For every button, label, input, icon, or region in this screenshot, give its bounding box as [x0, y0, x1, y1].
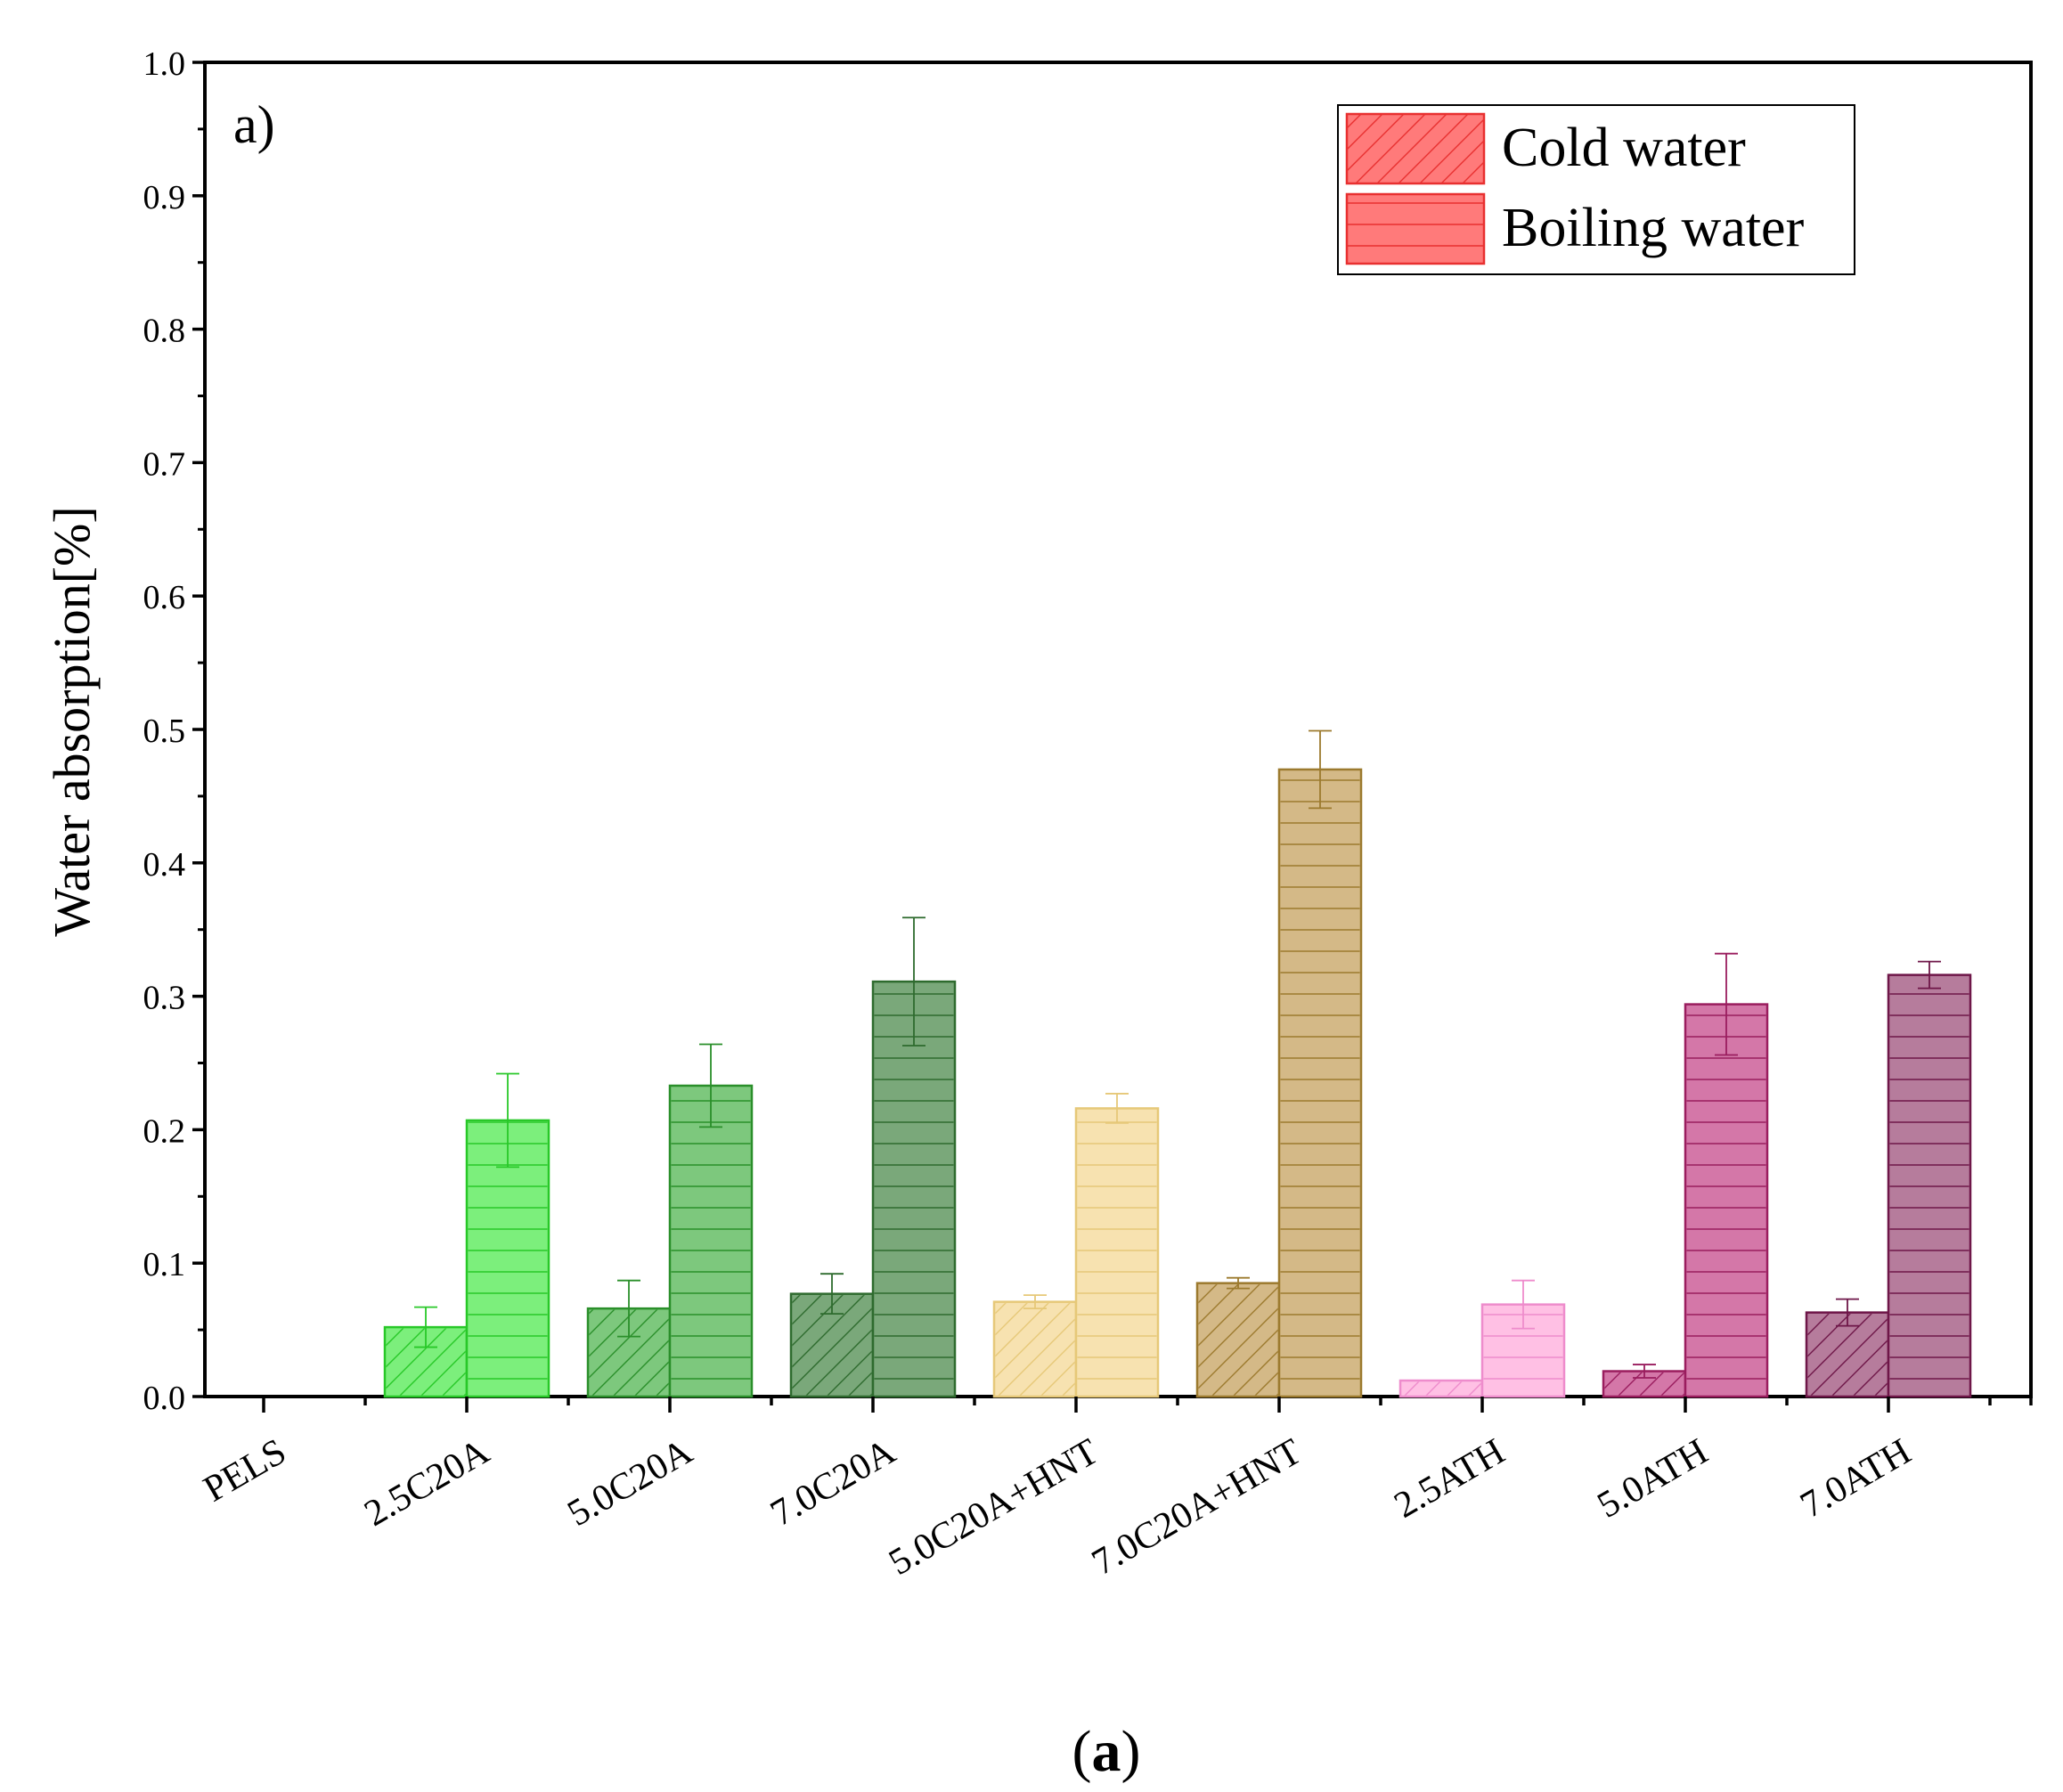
y-tick-label: 0.9	[143, 179, 186, 216]
legend: Cold water Boiling water	[1337, 104, 1855, 275]
x-tick-label-7-0c20a: 7.0C20A	[764, 1430, 903, 1535]
x-tick-label-5-0c20a-hnt: 5.0C20A+HNT	[882, 1431, 1105, 1584]
bar-cold-5-0c20a-hnt-pattern	[995, 1303, 1075, 1396]
y-tick-label: 0.6	[143, 579, 186, 616]
x-tick-label-pels: PELS	[197, 1431, 293, 1511]
bar-cold-5-0c20a-error-bar	[617, 1279, 640, 1338]
bar-boiling-5-0c20a-hnt-error-bar	[1105, 1093, 1129, 1124]
bar-cold-7-0c20a-error-bar	[820, 1273, 844, 1315]
bar-boiling-5-0c20a-error-bar	[699, 1043, 722, 1128]
bar-cold-7-0c20a-hnt-error-bar	[1227, 1276, 1250, 1290]
x-tick-label-5-0ath: 5.0ATH	[1591, 1431, 1715, 1527]
y-tick-label: 0.3	[143, 980, 186, 1017]
bar-boiling-7-0ath-pattern	[1889, 976, 1969, 1396]
x-tick-label-2-5ath: 2.5ATH	[1388, 1431, 1512, 1527]
y-tick-label: 0.2	[143, 1112, 186, 1150]
y-tick-label: 0.7	[143, 445, 186, 483]
bars-layer	[383, 729, 1972, 1398]
y-axis-label: Water absorption[%]	[43, 506, 101, 936]
bar-cold-2-5ath-pattern	[1401, 1381, 1481, 1396]
bar-cold-7-0c20a-hnt-pattern	[1198, 1284, 1278, 1396]
bar-boiling-7-0c20a-error-bar	[902, 916, 925, 1047]
bar-boiling-5-0ath-error-bar	[1715, 952, 1738, 1056]
legend-label-boiling: Boiling water	[1502, 198, 1805, 258]
y-tick-label: 0.0	[143, 1380, 186, 1417]
legend-swatch-pattern	[1348, 195, 1483, 263]
bar-cold-2-5c20a-error-bar	[414, 1306, 437, 1348]
bar-boiling-5-0c20a-hnt-pattern	[1077, 1109, 1157, 1396]
bar-boiling-2-5ath-error-bar	[1512, 1279, 1535, 1330]
legend-label-cold: Cold water	[1502, 118, 1746, 178]
bar-cold-5-0ath-error-bar	[1633, 1364, 1656, 1379]
bar-boiling-2-5c20a-error-bar	[496, 1072, 519, 1169]
y-tick-label: 0.5	[143, 713, 186, 750]
bar-boiling-7-0c20a-pattern	[874, 982, 954, 1396]
bar-cold-7-0ath-pattern	[1807, 1314, 1888, 1396]
panel-label: a)	[233, 95, 275, 154]
x-axis: PELS 2.5C20A 5.0C20A 7.0C20A5.0C20A+HNT7.0C…	[197, 1397, 2033, 1584]
bar-boiling-7-0c20a-hnt-pattern	[1280, 770, 1360, 1396]
y-tick-label: 0.8	[143, 313, 186, 350]
y-tick-label: 0.1	[143, 1246, 186, 1283]
bar-boiling-5-0c20a-pattern	[671, 1087, 751, 1396]
bar-boiling-5-0ath-pattern	[1686, 1006, 1766, 1396]
x-tick-label-2-5c20a: 2.5C20A	[358, 1430, 497, 1535]
bar-boiling-7-0ath-error-bar	[1918, 960, 1941, 990]
caption-open-paren: (	[1072, 1719, 1092, 1784]
x-tick-label-7-0c20a-hnt: 7.0C20A+HNT	[1085, 1431, 1309, 1584]
figure-caption: (a)	[1072, 1719, 1141, 1784]
y-tick-label: 1.0	[143, 45, 186, 83]
caption-letter: a	[1092, 1719, 1121, 1784]
x-tick-label-5-0c20a: 5.0C20A	[561, 1430, 700, 1535]
caption-close-paren: )	[1121, 1719, 1141, 1784]
bar-cold-5-0c20a-hnt-error-bar	[1023, 1294, 1047, 1310]
y-tick-label: 0.4	[143, 846, 186, 884]
legend-swatch-pattern	[1348, 115, 1483, 183]
bar-boiling-7-0c20a-hnt-error-bar	[1309, 729, 1332, 810]
y-axis: 0.0 0.1 0.2 0.3 0.4 0.5 0.6 0.7 0.8 0.9 1.0	[143, 45, 205, 1417]
x-tick-label-7-0ath: 7.0ATH	[1794, 1431, 1918, 1527]
bar-cold-7-0ath-error-bar	[1836, 1298, 1859, 1327]
